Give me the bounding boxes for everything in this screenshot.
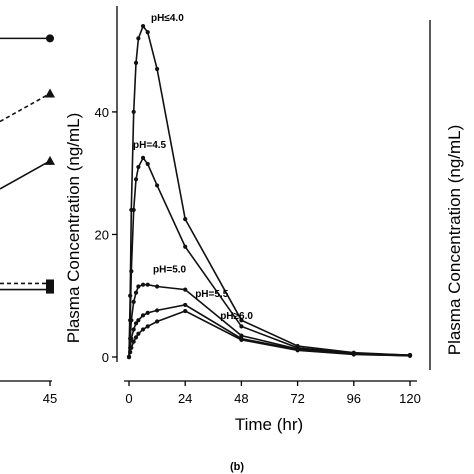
data-point (133, 321, 139, 326)
x-tick-label: 120 (399, 391, 421, 406)
data-point (155, 284, 160, 289)
data-point (136, 331, 141, 336)
data-point (136, 164, 141, 170)
data-point (129, 336, 134, 341)
data-point (133, 290, 139, 295)
left-marker-circle (46, 34, 54, 43)
data-point (239, 324, 244, 329)
left-marker-square (46, 285, 54, 294)
data-point (140, 155, 146, 160)
series-path (128, 304, 411, 358)
x-tick-label: 96 (347, 391, 361, 406)
data-point (145, 282, 150, 287)
left-series-line (0, 160, 51, 190)
data-point (131, 339, 136, 344)
data-point (131, 299, 136, 304)
x-axis-title: Time (hr) (235, 415, 303, 434)
y-axis-title: Plasma Concentration (ng/mL) (64, 113, 83, 344)
data-point (136, 318, 141, 323)
series-label: pH≤4.0 (151, 13, 184, 24)
data-point (128, 349, 133, 355)
data-point (140, 282, 146, 287)
series-path (128, 24, 411, 358)
data-point (183, 302, 188, 308)
x-tick-label: 48 (234, 391, 248, 406)
left-panel: 45 (0, 34, 57, 406)
data-point (155, 319, 160, 324)
left-marker-triangle (45, 88, 55, 98)
data-point (239, 337, 244, 342)
data-point (140, 24, 146, 29)
data-point (183, 287, 188, 292)
data-point (145, 324, 150, 329)
x-tick-label: 72 (290, 391, 304, 406)
series-path (128, 283, 411, 358)
data-point (183, 308, 188, 314)
data-point (140, 327, 146, 332)
data-point (145, 310, 150, 315)
series-path (128, 156, 411, 358)
data-point (129, 318, 134, 323)
series-path (128, 310, 411, 358)
left-series-line (0, 92, 51, 123)
y-tick-label: 20 (95, 227, 109, 242)
left-panel-x-tick-label: 45 (43, 391, 57, 406)
y-ticks: 0 20 40 (95, 105, 117, 365)
series-line: pH≥6.0 (126, 308, 413, 360)
data-point (140, 313, 146, 318)
series-label: pH=4.5 (133, 140, 167, 151)
left-panel-series (0, 34, 55, 294)
data-point (133, 335, 139, 340)
data-point (155, 66, 160, 72)
right-panel: Plasma Concentration (ng/mL) (429, 20, 464, 370)
data-point (239, 318, 244, 323)
series-label: pH=5.5 (195, 289, 229, 300)
data-point (183, 217, 188, 222)
y-tick-label: 0 (102, 350, 109, 365)
y-tick-label: 40 (95, 105, 109, 120)
data-point (136, 36, 141, 41)
panel-b: Plasma Concentration (ng/mL) 0 20 40 0 24 48… (64, 6, 421, 473)
data-point (131, 109, 136, 115)
data-point (407, 353, 413, 358)
x-tick-label: 24 (178, 391, 192, 406)
data-point (129, 269, 134, 274)
data-point (145, 30, 150, 35)
plot-area: pH≤4.0 pH=4.5 pH=5.0 pH=5.5 pH≥6.0 (126, 13, 413, 360)
panel-label: (b) (230, 461, 244, 473)
series-label: pH≥6.0 (220, 311, 253, 322)
data-point (155, 308, 160, 313)
x-ticks: 0 24 48 72 96 120 (125, 381, 421, 406)
data-point (155, 183, 160, 188)
data-point (239, 333, 244, 338)
series-line: pH=4.5 (126, 140, 413, 360)
data-point (351, 352, 356, 357)
data-point (126, 354, 132, 360)
right-panel-y-axis-title: Plasma Concentration (ng/mL) (445, 125, 464, 356)
data-point (131, 327, 136, 332)
left-marker-triangle (45, 155, 55, 165)
series-line: pH=5.5 (126, 289, 413, 360)
data-point (131, 207, 136, 213)
data-point (295, 348, 300, 353)
data-point (183, 244, 188, 249)
data-point (133, 177, 139, 182)
data-point (129, 345, 134, 350)
data-point (145, 161, 150, 167)
left-marker-square (46, 279, 54, 288)
x-tick-label: 0 (125, 391, 132, 406)
data-point (136, 284, 141, 289)
series-label: pH=5.0 (153, 265, 187, 276)
data-point (133, 60, 139, 65)
